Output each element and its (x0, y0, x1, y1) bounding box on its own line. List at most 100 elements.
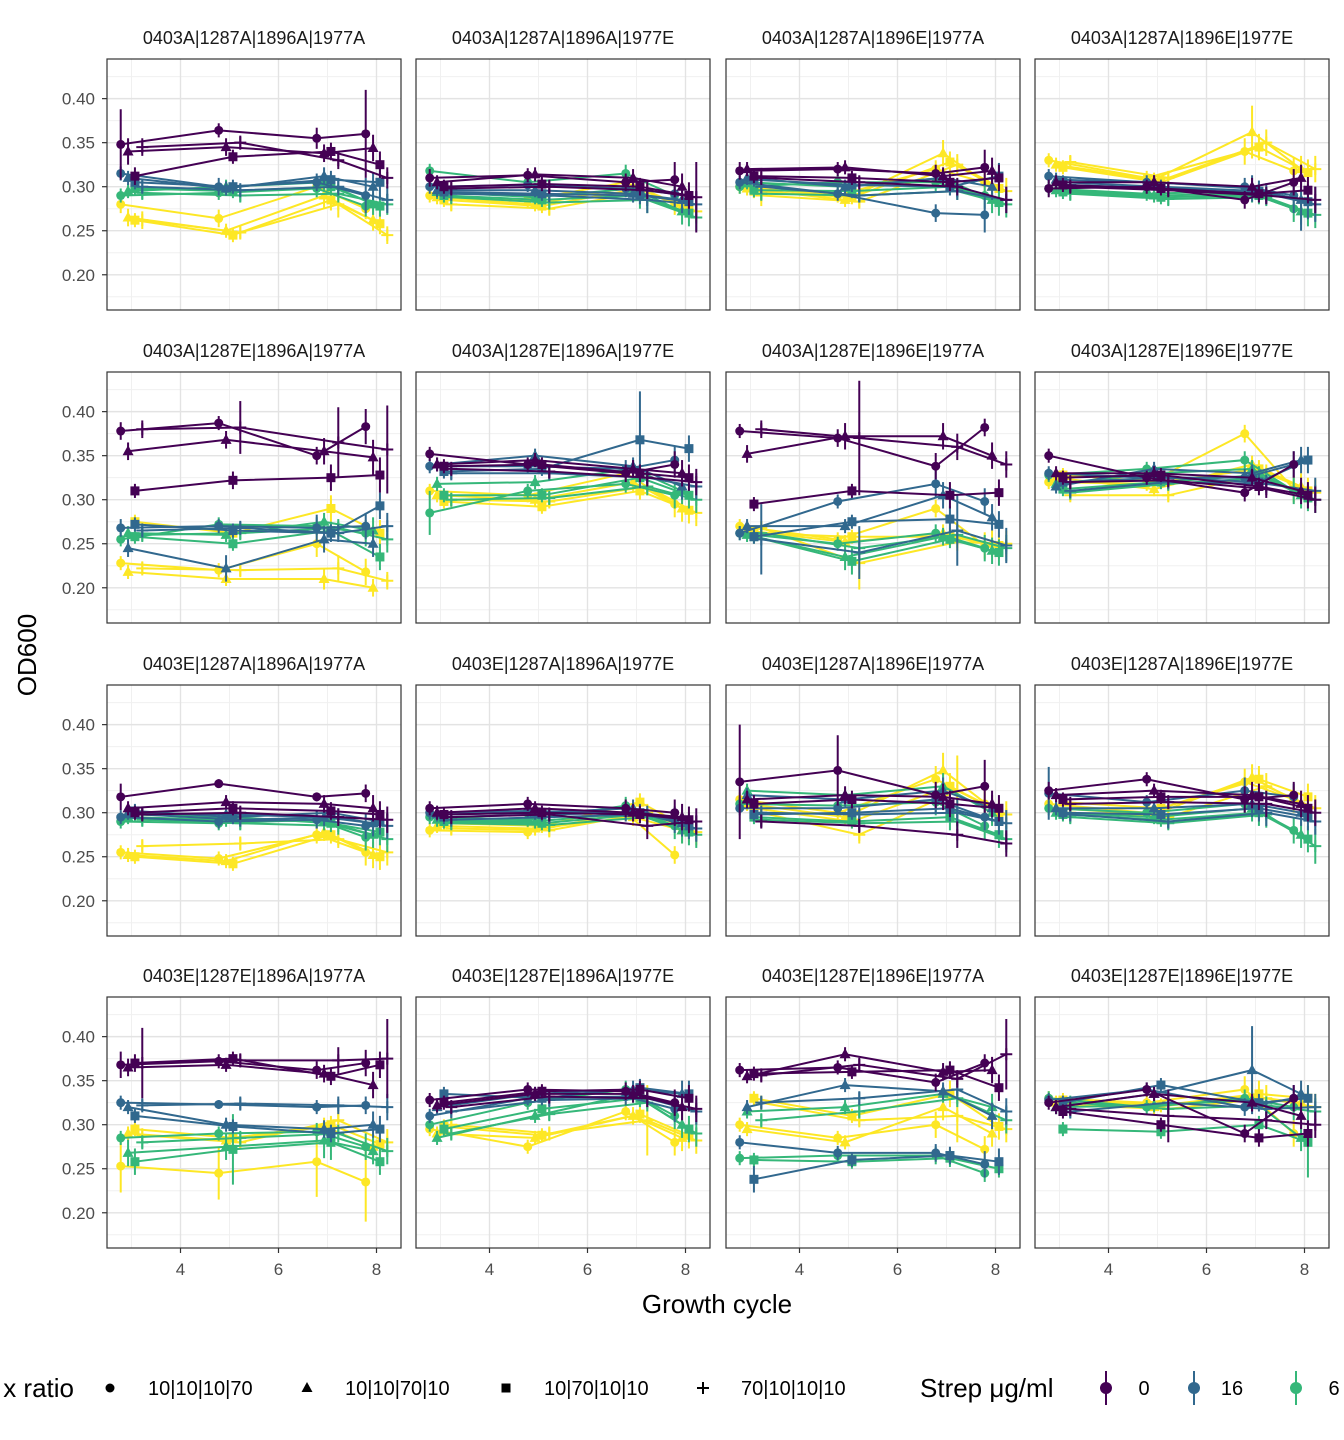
data-point (1000, 458, 1013, 471)
series-line (134, 807, 381, 816)
series (755, 1019, 1013, 1090)
series-line (761, 428, 1007, 466)
series-line (739, 769, 985, 797)
series-line (429, 452, 675, 475)
series-line (1062, 1110, 1309, 1139)
data-point (136, 524, 149, 537)
data-point (543, 1108, 556, 1121)
panel-title: 0403A|1287A|1896E|1977A (762, 28, 984, 48)
data-point (1148, 1087, 1160, 1098)
data-point (1254, 481, 1264, 491)
data-point (1162, 474, 1175, 487)
data-point (847, 517, 857, 527)
data-point (986, 1109, 998, 1120)
data-point (749, 799, 759, 809)
data-point (425, 461, 435, 471)
series-line (451, 1095, 697, 1110)
data-point (1148, 802, 1160, 813)
data-point (361, 1058, 371, 1068)
series-line (1070, 192, 1316, 216)
data-point (741, 163, 753, 174)
series (1058, 467, 1313, 509)
panel-border (106, 371, 402, 624)
series (136, 401, 394, 494)
data-point (318, 572, 330, 583)
data-point (431, 477, 443, 488)
data-point (1044, 786, 1054, 796)
data-point (136, 423, 149, 436)
data-point (234, 136, 247, 149)
data-point (367, 537, 379, 548)
panel-title: 0403A|1287E|1896E|1977E (1071, 341, 1293, 361)
series-line (128, 146, 374, 155)
series-line (443, 489, 690, 512)
data-point (1148, 176, 1160, 187)
data-point (931, 790, 941, 800)
color-legend-key-point (1100, 1382, 1112, 1394)
data-point (381, 171, 394, 184)
series-line (746, 435, 993, 457)
series (755, 1080, 1013, 1125)
data-point (980, 1144, 990, 1154)
series-line (747, 494, 993, 528)
series-line (128, 1139, 374, 1154)
data-point (375, 160, 385, 170)
data-point (367, 581, 379, 592)
series-line (437, 807, 683, 819)
data-point (361, 422, 371, 432)
series-line (1070, 1107, 1316, 1126)
series (425, 796, 680, 826)
series (755, 170, 1013, 214)
data-point (1000, 539, 1013, 552)
data-point (937, 170, 949, 181)
data-point (1064, 1102, 1077, 1115)
shape-legend-label: 10|70|10|10 (544, 1378, 649, 1400)
series-line (134, 1141, 381, 1163)
data-point (375, 1124, 385, 1134)
data-point (833, 1148, 843, 1158)
data-point (439, 1089, 449, 1099)
data-point (735, 1065, 745, 1075)
data-point (690, 1102, 703, 1115)
series-line (142, 811, 388, 821)
series-line (134, 1057, 381, 1078)
data-point (367, 180, 379, 191)
data-point (375, 470, 385, 480)
data-point (439, 461, 449, 471)
series-line (1048, 459, 1295, 492)
panel: 0403E|1287A|1896E|1977A (725, 654, 1021, 937)
data-point (986, 449, 998, 460)
data-point (690, 815, 703, 828)
series-line (443, 190, 690, 203)
data-point (1064, 476, 1077, 489)
series-line (746, 1053, 993, 1078)
y-tick-label: 0.20 (62, 266, 95, 285)
series-line (1048, 454, 1295, 494)
data-point (847, 532, 857, 542)
data-point (839, 1079, 851, 1090)
series (130, 492, 385, 542)
data-point (375, 219, 385, 229)
series (749, 164, 1004, 192)
y-tick-label: 0.30 (62, 1116, 95, 1135)
data-point (375, 1060, 385, 1070)
data-point (1309, 1101, 1322, 1114)
series (122, 564, 379, 597)
data-point (1044, 171, 1054, 181)
series-line (739, 1141, 985, 1166)
data-point (1246, 1096, 1258, 1107)
panel-title: 0403A|1287A|1896A|1977E (452, 28, 674, 48)
data-point (684, 505, 694, 515)
data-point (839, 161, 851, 172)
data-point (228, 475, 238, 485)
series (1064, 790, 1322, 826)
data-point (234, 226, 247, 239)
panel-border (725, 684, 1021, 937)
panel-title: 0403E|1287E|1896E|1977A (762, 966, 984, 986)
data-point (847, 1155, 857, 1165)
series (130, 825, 385, 871)
panel: 0403A|1287E|1896A|1977E (415, 341, 711, 624)
data-point (1254, 792, 1264, 802)
data-point (853, 808, 866, 821)
